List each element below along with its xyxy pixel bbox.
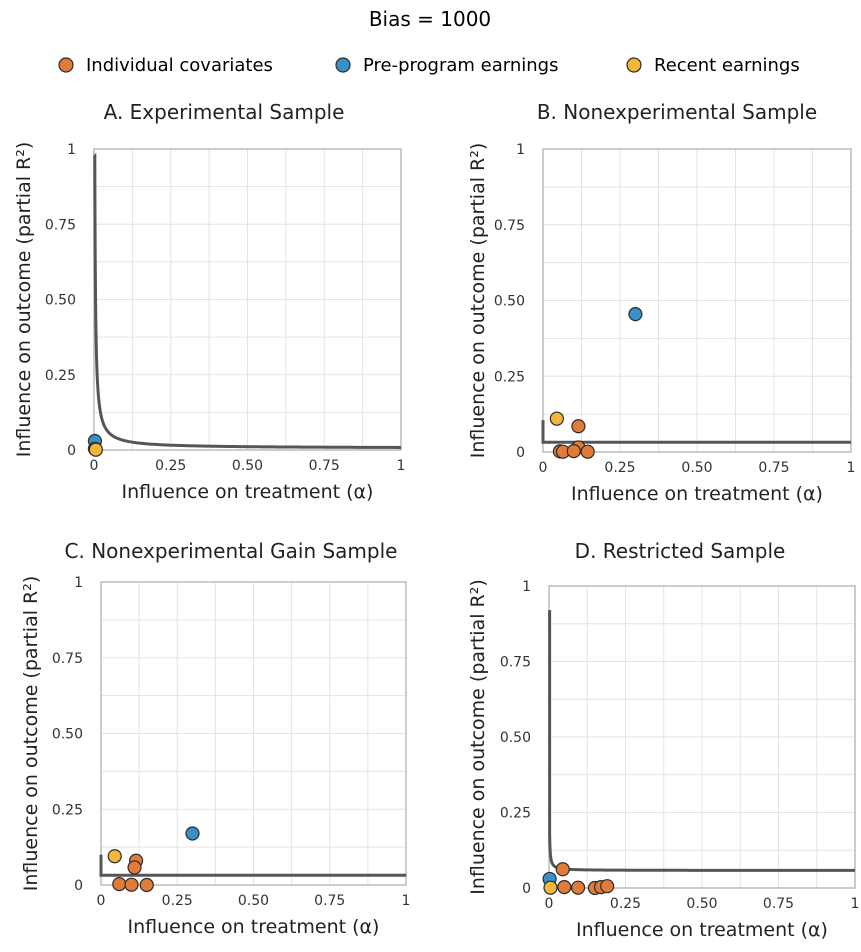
- y-tick-label: 0.50: [494, 294, 525, 310]
- panel-1-point-1: [549, 411, 564, 426]
- legend-marker-0: [58, 57, 74, 73]
- panel-1-point-6: [566, 443, 581, 459]
- y-tick-label: 0.25: [52, 802, 83, 818]
- panel-1-point-2: [571, 419, 586, 434]
- x-tick-label: 0.50: [686, 896, 717, 912]
- x-tick-label: 0: [545, 896, 554, 912]
- panel-1-grid: [543, 149, 851, 452]
- y-tick-label: 0: [522, 881, 531, 897]
- panel-3-point-1: [555, 862, 570, 877]
- y-tick-label: 0: [516, 445, 525, 461]
- y-tick-label: 0: [74, 878, 83, 894]
- panel-0: 0 0.25 0.50 0.75 1 0 0.25 0.50 0.75 1 A. Experimen…: [13, 100, 405, 503]
- y-tick-label: 0.75: [494, 218, 525, 234]
- y-tick-label: 0.50: [45, 293, 76, 309]
- legend-label-0: Individual covariates: [86, 55, 273, 76]
- panel-2-point-4: [112, 876, 127, 892]
- x-tick-label: 1: [397, 458, 406, 474]
- x-tick-label: 0.50: [238, 893, 269, 909]
- panel-1-xlabel: Influence on treatment (α): [571, 483, 823, 505]
- panel-0-grid: [94, 149, 401, 450]
- panel-0-ylabel: Influence on outcome (partial R²): [13, 142, 35, 458]
- panel-1-point-7: [580, 444, 595, 459]
- panels: 0 0.25 0.50 0.75 1 0 0.25 0.50 0.75 1 A. Experimen…: [13, 100, 859, 941]
- panel-2-point-3: [127, 860, 142, 875]
- y-tick-label: 1: [74, 575, 83, 591]
- panel-2-bias-curve: [99, 854, 406, 877]
- panel-3-xlabel: Influence on treatment (α): [576, 919, 828, 941]
- panel-3-point-7: [543, 880, 558, 895]
- y-tick-label: 1: [516, 142, 525, 158]
- y-tick-label: 0.75: [500, 655, 531, 671]
- panel-3-ylabel: Influence on outcome (partial R²): [467, 579, 489, 895]
- legend-item-0: Individual covariates: [58, 55, 273, 76]
- panel-2-point-0: [185, 826, 200, 841]
- panel-2-frame: [100, 581, 407, 886]
- figure-title: Bias = 1000: [369, 7, 491, 31]
- panel-2-xlabel: Influence on treatment (α): [128, 916, 380, 938]
- panel-0-frame: [93, 148, 402, 451]
- panel-2-title: C. Nonexperimental Gain Sample: [65, 539, 398, 563]
- x-tick-label: 0.25: [155, 458, 186, 474]
- panel-2-ylabel: Influence on outcome (partial R²): [20, 576, 42, 892]
- panel-1: 0 0.25 0.50 0.75 1 0 0.25 0.50 0.75 1 B. Nonexperi…: [467, 100, 855, 505]
- y-tick-label: 0.50: [500, 730, 531, 746]
- x-tick-label: 0.50: [232, 458, 263, 474]
- y-tick-label: 0.75: [52, 651, 83, 667]
- panel-2-point-6: [139, 877, 154, 893]
- panel-3: 0 0.25 0.50 0.75 1 0 0.25 0.50 0.75 1 D. Restricte…: [467, 539, 859, 941]
- x-tick-label: 1: [847, 460, 856, 476]
- panel-0-point-2: [88, 442, 103, 457]
- panel-3-point-6: [600, 879, 615, 894]
- x-tick-label: 0.25: [604, 460, 635, 476]
- panel-1-bias-curve: [541, 420, 851, 444]
- x-tick-label: 1: [402, 893, 411, 909]
- x-tick-label: 0.75: [763, 896, 794, 912]
- panel-0-bias-curve: [93, 153, 402, 449]
- y-tick-label: 0.50: [52, 727, 83, 743]
- legend-label-2: Recent earnings: [654, 55, 800, 76]
- panel-3-grid: [549, 586, 855, 888]
- panel-0-title: A. Experimental Sample: [104, 100, 345, 124]
- panel-2-grid: [101, 582, 406, 885]
- y-tick-label: 1: [522, 579, 531, 595]
- x-tick-label: 0.25: [610, 896, 641, 912]
- y-tick-label: 0.25: [500, 806, 531, 822]
- legend-item-1: Pre-program earnings: [335, 55, 558, 76]
- panel-1-point-0: [628, 307, 643, 322]
- y-tick-label: 0.25: [45, 368, 76, 384]
- x-tick-label: 0.75: [309, 458, 340, 474]
- panel-3-point-2: [557, 879, 572, 895]
- x-tick-label: 0.75: [758, 460, 789, 476]
- y-tick-label: 0.25: [494, 369, 525, 385]
- legend-marker-2: [626, 57, 642, 73]
- y-tick-label: 1: [67, 142, 76, 158]
- y-tick-label: 0: [67, 443, 76, 459]
- legend-marker-1: [335, 57, 351, 73]
- panel-3-point-3: [570, 880, 586, 895]
- legend-label-1: Pre-program earnings: [363, 55, 558, 76]
- panel-2-point-5: [124, 877, 139, 892]
- panel-2-point-1: [107, 849, 122, 864]
- legend: Individual covariates Pre-program earning…: [58, 55, 800, 76]
- panel-0-xlabel: Influence on treatment (α): [122, 481, 374, 503]
- x-tick-label: 0.75: [314, 893, 345, 909]
- y-tick-label: 0.75: [45, 217, 76, 233]
- x-tick-label: 0: [97, 893, 106, 909]
- x-tick-label: 0.50: [681, 460, 712, 476]
- panel-1-ylabel: Influence on outcome (partial R²): [467, 143, 489, 459]
- x-tick-label: 0: [539, 460, 548, 476]
- panel-3-title: D. Restricted Sample: [575, 539, 786, 563]
- panel-1-frame: [542, 148, 852, 453]
- panel-1-title: B. Nonexperimental Sample: [537, 100, 817, 124]
- x-tick-label: 0: [90, 458, 99, 474]
- legend-item-2: Recent earnings: [626, 55, 800, 76]
- x-tick-label: 0.25: [162, 893, 193, 909]
- x-tick-label: 1: [851, 896, 860, 912]
- panel-2: 0 0.25 0.50 0.75 1 0 0.25 0.50 0.75 1 C. Nonexperi…: [20, 539, 410, 938]
